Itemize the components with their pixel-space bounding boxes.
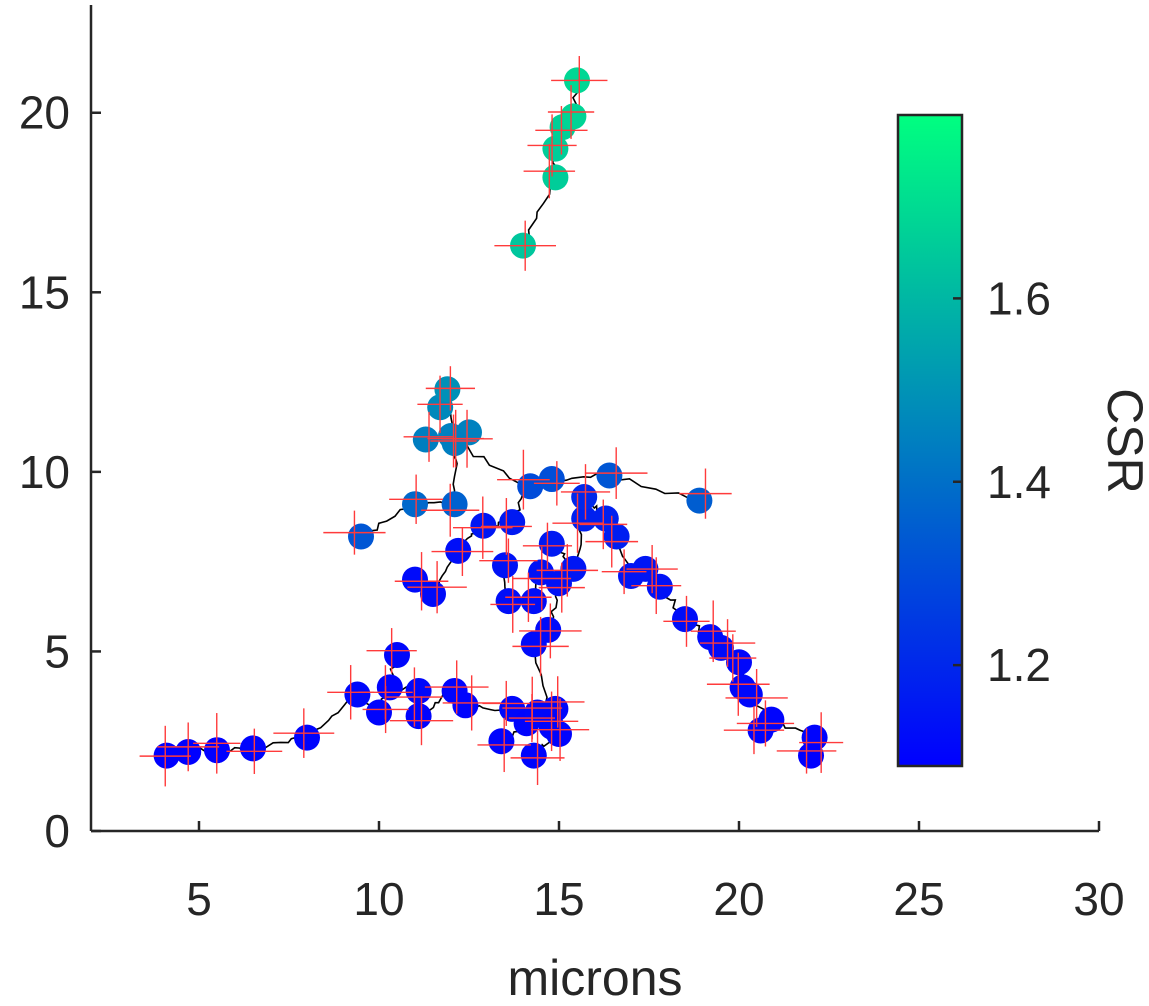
data-point [499, 509, 526, 536]
data-point [538, 466, 565, 493]
x-axis-label: microns [507, 950, 682, 1006]
data-point [402, 491, 428, 518]
data-point [603, 523, 630, 550]
x-tick-label: 5 [186, 873, 212, 925]
y-tick-label: 15 [19, 266, 70, 318]
x-tick-label: 25 [893, 873, 944, 925]
scatter-points [153, 67, 828, 769]
colorbar-tick-label: 1.6 [987, 272, 1051, 324]
x-tick-label: 20 [713, 873, 764, 925]
colorbar-tick-label: 1.4 [987, 456, 1051, 508]
data-point [758, 706, 785, 733]
y-tick-label: 20 [19, 87, 70, 139]
data-point [686, 487, 713, 514]
data-point [798, 742, 824, 769]
data-point [535, 616, 562, 643]
data-point [520, 742, 547, 769]
trace-line [454, 442, 531, 487]
error-crosses [139, 56, 844, 787]
data-point [520, 588, 547, 615]
data-point [492, 552, 518, 579]
axes: 5 10 15 20 25 30 0 5 10 15 20 microns [19, 5, 1125, 1006]
data-point [538, 530, 565, 557]
data-point [726, 649, 752, 676]
data-point [348, 523, 374, 550]
y-tick-label: 0 [44, 805, 70, 857]
colorbar-label: CSR [1097, 388, 1149, 494]
x-tick-label: 10 [353, 873, 404, 925]
data-point [736, 681, 763, 708]
data-point [294, 724, 320, 751]
data-point [495, 588, 522, 615]
data-point [542, 164, 569, 191]
data-point [366, 699, 392, 726]
data-point [405, 703, 432, 730]
data-point [412, 426, 439, 453]
y-tick-label: 5 [44, 625, 70, 677]
data-point [434, 376, 461, 403]
colorbar: 1.2 1.4 1.6 CSR [896, 113, 1149, 768]
x-tick-label: 30 [1073, 873, 1124, 925]
data-point [384, 642, 410, 669]
data-point [646, 573, 673, 600]
y-tick-label: 10 [19, 446, 70, 498]
data-point [672, 606, 698, 633]
colorbar-tick-label: 1.2 [987, 639, 1051, 691]
data-point [420, 580, 446, 607]
data-point [560, 103, 587, 130]
data-point [488, 728, 515, 755]
data-point [441, 491, 468, 518]
colorbar-gradient [896, 113, 964, 768]
data-point [596, 462, 623, 489]
trace-line [609, 474, 700, 502]
data-point [571, 484, 598, 511]
data-point [240, 735, 266, 762]
data-point [344, 681, 371, 708]
data-point [441, 430, 468, 457]
data-point [376, 674, 403, 701]
x-tick-label: 15 [533, 873, 584, 925]
data-point [405, 677, 432, 704]
